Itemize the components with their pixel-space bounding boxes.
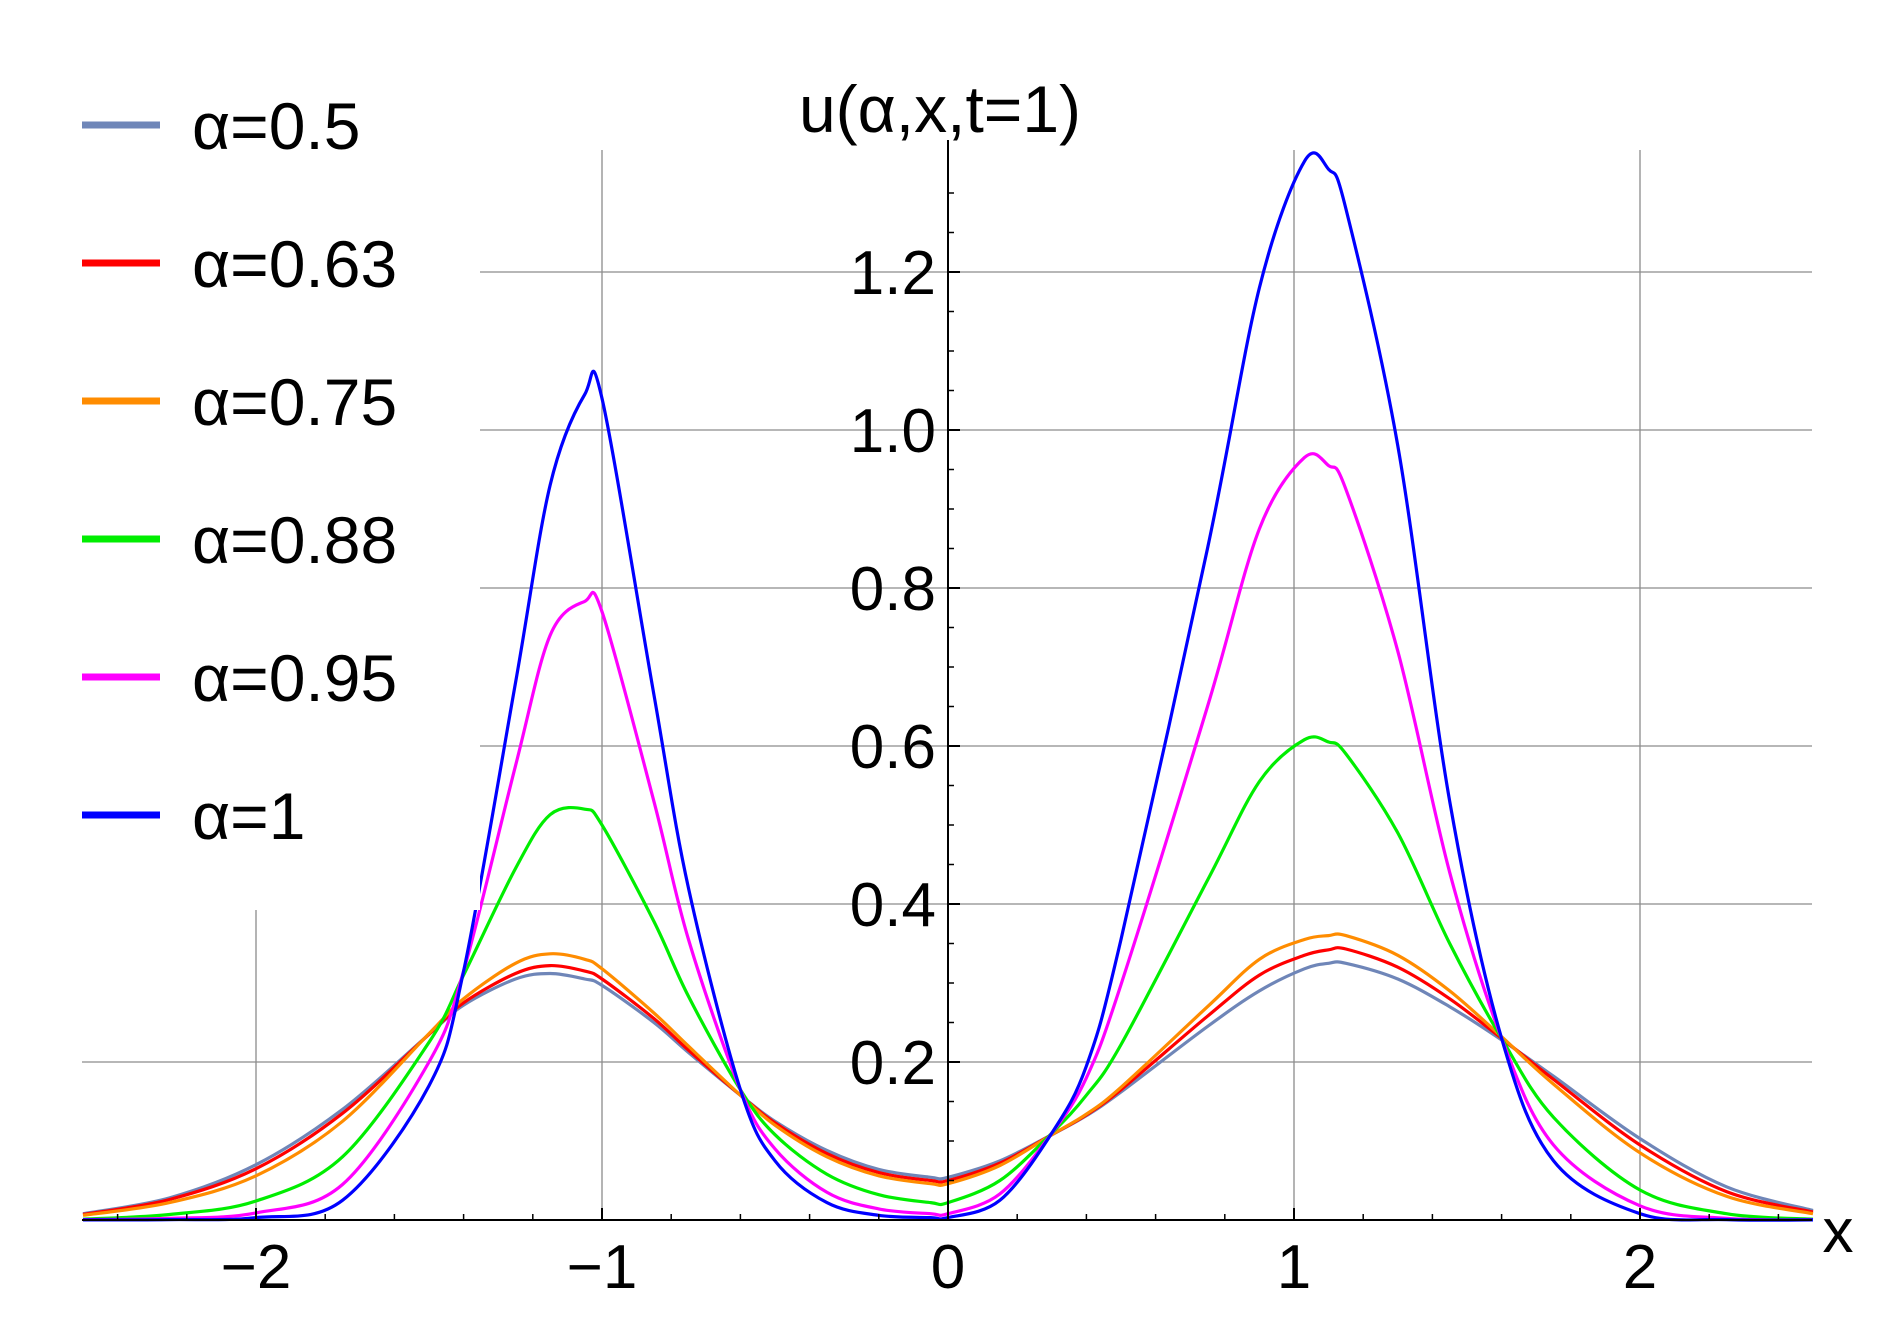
x-tick-label: 2 <box>1623 1233 1657 1302</box>
y-tick-label: 1.0 <box>850 397 936 466</box>
series-line <box>82 735 1814 1221</box>
legend-label: α=0.75 <box>192 365 397 439</box>
chart-title: u(α,x,t=1) <box>799 72 1081 146</box>
x-tick-label: 0 <box>931 1233 965 1302</box>
y-tick-label: 0.6 <box>850 713 936 782</box>
x-axis-label: x <box>1823 1197 1854 1266</box>
series-line <box>82 932 1814 1217</box>
x-tick-label: −2 <box>221 1233 292 1302</box>
legend-label: α=0.88 <box>192 503 397 577</box>
series-line <box>82 960 1814 1216</box>
legend-background <box>60 60 480 910</box>
legend-label: α=0.95 <box>192 641 397 715</box>
legend-label: α=0.5 <box>192 89 360 163</box>
x-tick-label: 1 <box>1277 1233 1311 1302</box>
legend-label: α=1 <box>192 779 305 853</box>
legend-label: α=0.63 <box>192 227 397 301</box>
y-tick-label: 0.2 <box>850 1029 936 1098</box>
axes-layer: −2 −1 0 1 2 0.2 0.4 0.6 0.8 1.0 1.2 <box>82 140 1812 1302</box>
y-tick-label: 1.2 <box>850 239 936 308</box>
series-line <box>82 946 1814 1217</box>
x-tick-label: −1 <box>567 1233 638 1302</box>
y-tick-label: 0.4 <box>850 871 936 940</box>
legend: α=0.5 α=0.63 α=0.75 α=0.88 α=0.95 α=1 <box>82 89 397 853</box>
y-tick-label: 0.8 <box>850 555 936 624</box>
